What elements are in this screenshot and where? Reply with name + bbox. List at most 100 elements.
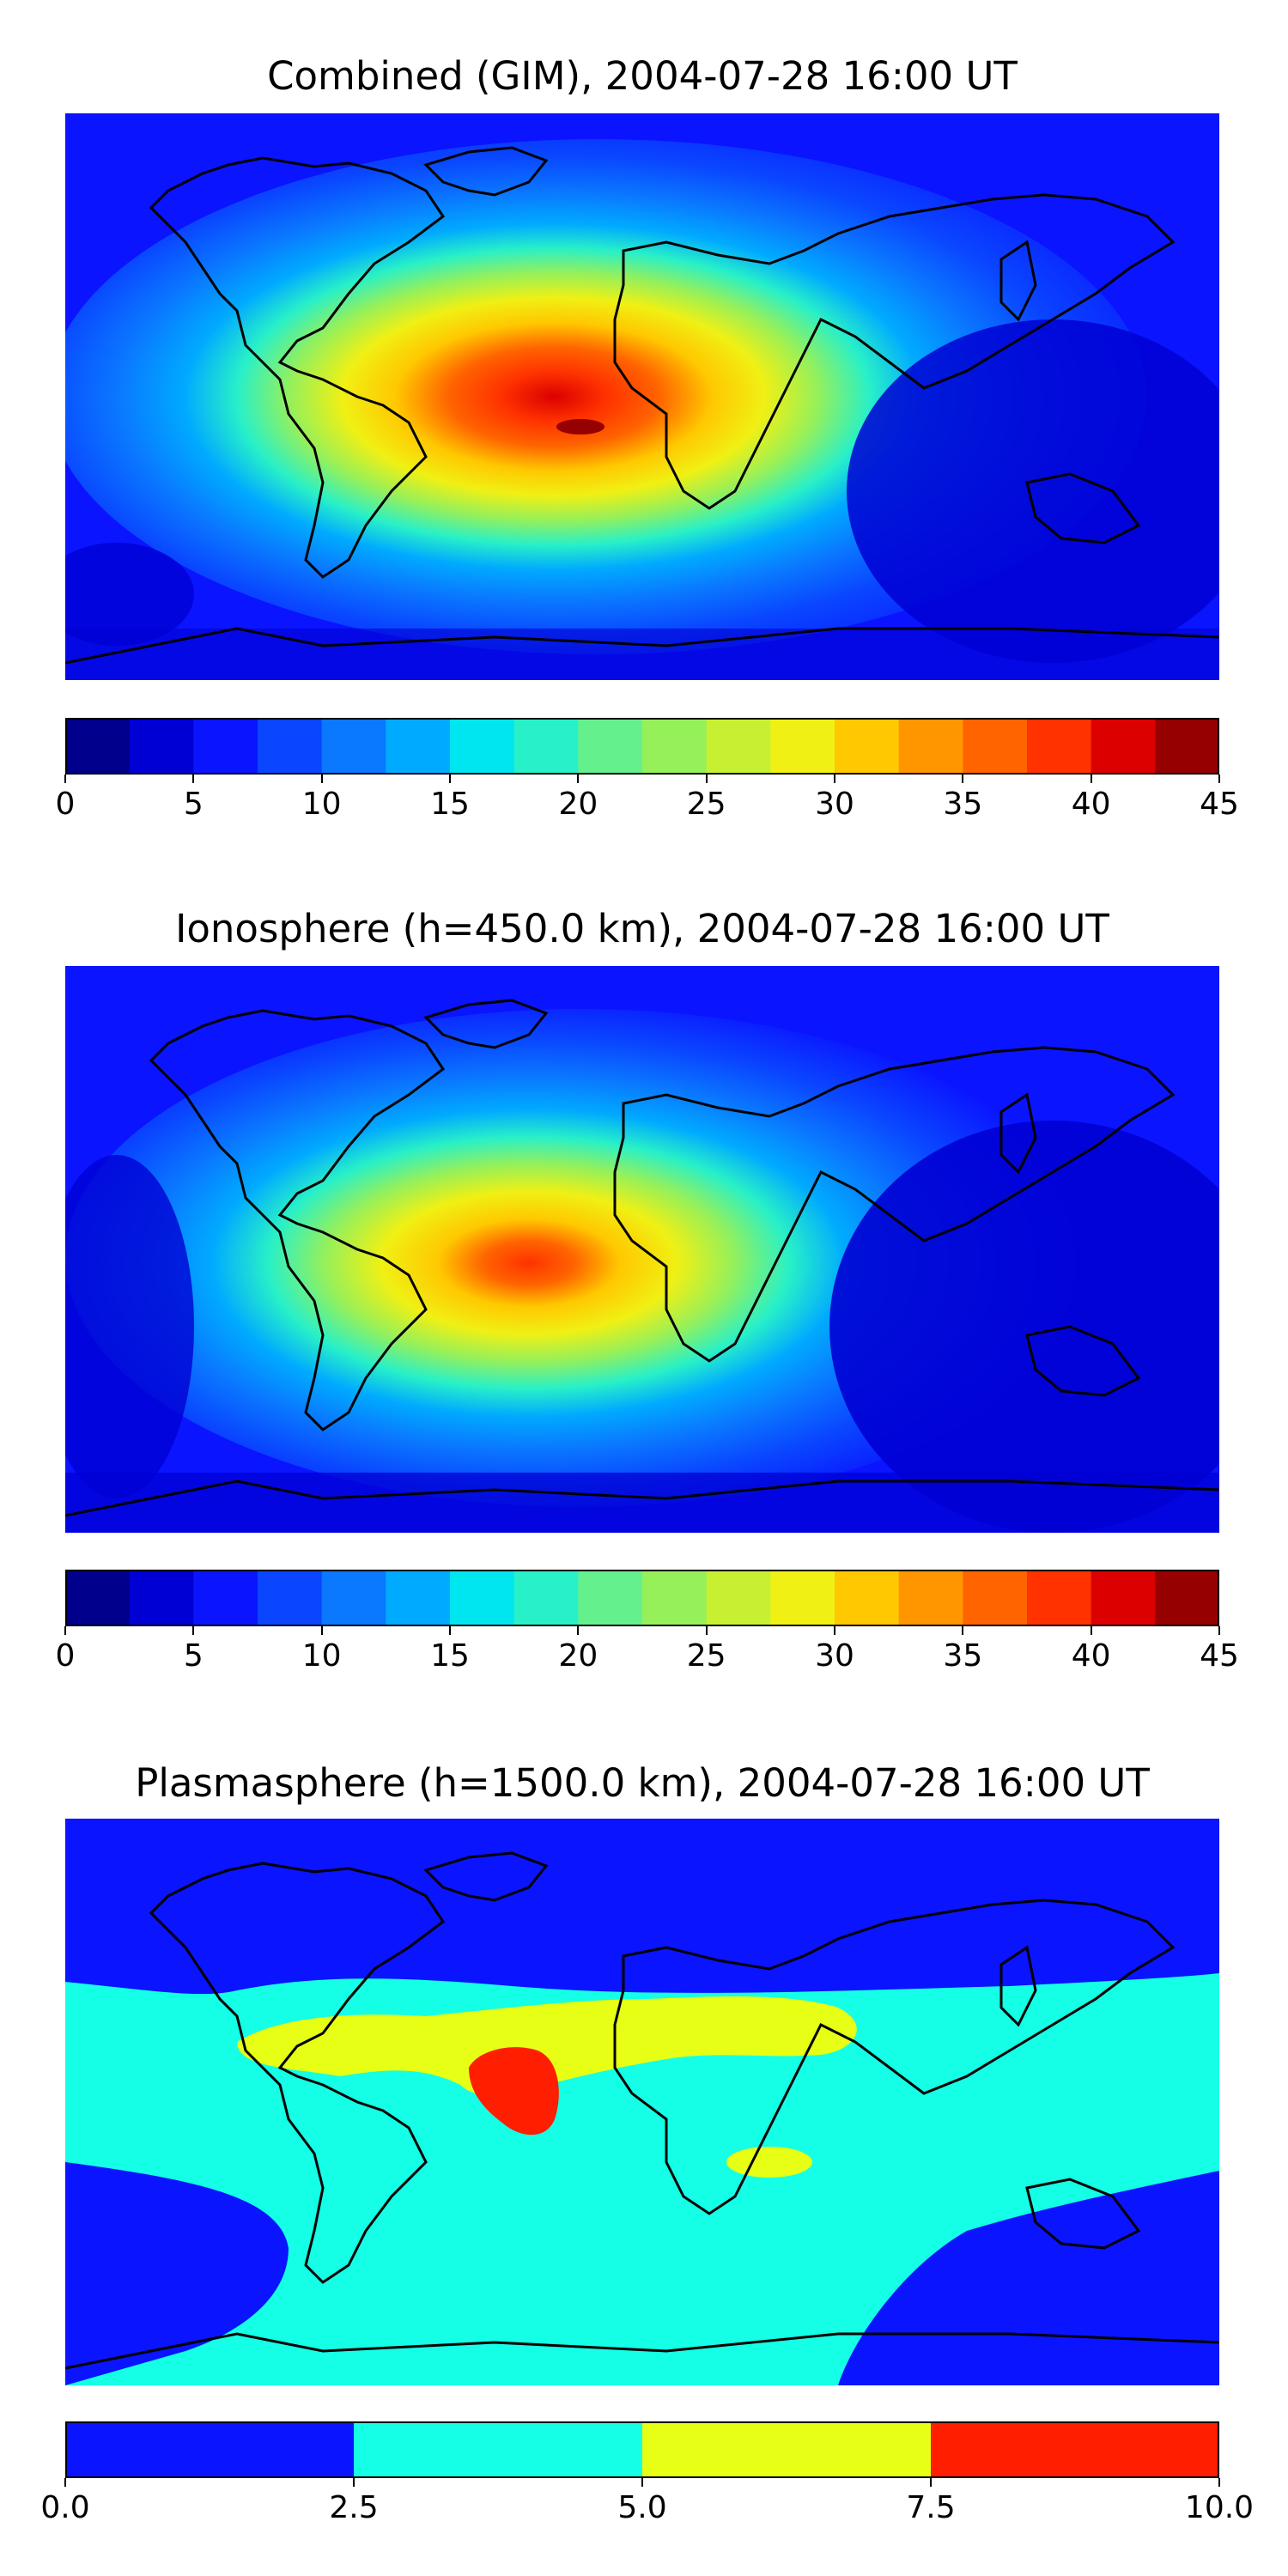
- colorbar-tick-label: 0: [55, 1638, 76, 1674]
- colorbar-tick-mark: [192, 775, 195, 783]
- colorbar-tick-label: 30: [815, 1638, 854, 1674]
- colorbar-band: [386, 718, 451, 775]
- contour-7.5-10: [469, 2047, 559, 2136]
- colorbar-tick-label: 30: [815, 787, 854, 822]
- colorbar-tick-mark: [1218, 1626, 1220, 1635]
- colorbar-band: [1091, 718, 1156, 775]
- colorbar-tick-label: 0.0: [40, 2490, 90, 2525]
- colorbar-tick-label: 7.5: [906, 2490, 956, 2525]
- colorbar-tick-label: 20: [558, 787, 598, 822]
- colorbar-tick-mark: [320, 1626, 323, 1635]
- colorbar-band: [578, 1570, 643, 1626]
- colorbar-tick-label: 20: [558, 1638, 598, 1674]
- colorbar-band: [642, 2421, 932, 2478]
- colorbar-tick-label: 10.0: [1184, 2490, 1255, 2525]
- colorbar-tick-mark: [705, 775, 708, 783]
- colorbar-tick-label: 40: [1071, 1638, 1111, 1674]
- colorbar-band: [963, 1570, 1028, 1626]
- colorbar-outline: [65, 718, 1219, 775]
- panel-2-title: Ionosphere (h=450.0 km), 2004-07-28 16:0…: [175, 906, 1109, 951]
- colorbar-tick-mark: [1218, 2478, 1220, 2487]
- colorbar-tick-mark: [192, 1626, 195, 1635]
- colorbar-tick-mark: [705, 1626, 708, 1635]
- ionosphere-colorbar: [65, 1570, 1220, 1626]
- colorbar-tick-label: 10: [301, 787, 342, 822]
- tec-low-region-sw: [65, 543, 194, 646]
- colorbar-tick-label: 5.0: [617, 2490, 667, 2525]
- contour-5-7.5-south: [726, 2147, 812, 2178]
- colorbar-band: [129, 1570, 194, 1626]
- colorbar-tick-mark: [962, 1626, 964, 1635]
- colorbar-band: [898, 1570, 963, 1626]
- panel-1-title: Combined (GIM), 2004-07-28 16:00 UT: [267, 53, 1018, 99]
- tec-low-south: [65, 629, 1219, 680]
- colorbar-band: [642, 718, 708, 775]
- colorbar-band: [65, 2421, 355, 2478]
- colorbar-tick-mark: [834, 1626, 835, 1635]
- colorbar-band: [65, 718, 131, 775]
- colorbar-tick-mark: [64, 775, 66, 783]
- colorbar-tick-label: 0: [55, 787, 76, 822]
- colorbar-band: [513, 1570, 579, 1626]
- ionosphere-colorbar-bands: [65, 1570, 1220, 1626]
- colorbar-tick-mark: [1090, 1626, 1092, 1635]
- colorbar-band: [1155, 718, 1220, 775]
- colorbar-band: [450, 718, 515, 775]
- colorbar-tick-mark: [577, 775, 580, 783]
- colorbar-tick-label: 2.5: [329, 2490, 379, 2525]
- colorbar-tick-label: 25: [686, 1638, 726, 1674]
- colorbar-band: [321, 1570, 386, 1626]
- colorbar-tick-mark: [577, 1626, 580, 1635]
- combined-gim-map: [65, 113, 1219, 680]
- colorbar-band: [321, 718, 386, 775]
- plasmasphere-colorbar-bands: [65, 2421, 1220, 2478]
- colorbar-band: [258, 1570, 323, 1626]
- coastlines: [65, 146, 1219, 665]
- colorbar-band: [354, 2421, 643, 2478]
- colorbar-tick-mark: [64, 2478, 66, 2487]
- colorbar-band: [1027, 718, 1092, 775]
- contour-5-7.5: [237, 1996, 857, 2095]
- colorbar-band: [450, 1570, 515, 1626]
- colorbar-tick-mark: [834, 775, 835, 783]
- colorbar-tick-label: 40: [1071, 787, 1111, 822]
- contour-2.5-5: [65, 1973, 1219, 2385]
- tec-low-region: [847, 319, 1219, 663]
- colorbar-band: [1027, 1570, 1092, 1626]
- colorbar-tick-label: 15: [430, 787, 470, 822]
- colorbar-tick-mark: [1090, 775, 1092, 783]
- colorbar-tick-label: 45: [1200, 787, 1239, 822]
- colorbar-band: [1091, 1570, 1156, 1626]
- plasmasphere-map: [65, 1819, 1219, 2385]
- colorbar-tick-label: 35: [943, 787, 983, 822]
- colorbar-tick-mark: [449, 775, 451, 783]
- combined-colorbar-bands: [65, 718, 1220, 775]
- colorbar-band: [513, 718, 579, 775]
- tec-peak: [556, 419, 605, 434]
- colorbar-band: [386, 1570, 451, 1626]
- colorbar-band: [898, 718, 963, 775]
- colorbar-band: [835, 1570, 900, 1626]
- colorbar-band: [835, 718, 900, 775]
- colorbar-tick-label: 15: [430, 1638, 470, 1674]
- combined-colorbar: [65, 718, 1220, 775]
- colorbar-band: [770, 718, 835, 775]
- colorbar-tick-label: 5: [183, 787, 204, 822]
- colorbar-tick-label: 25: [686, 787, 726, 822]
- colorbar-tick-mark: [64, 1626, 66, 1635]
- colorbar-outline: [65, 1570, 1219, 1626]
- colorbar-band: [578, 718, 643, 775]
- colorbar-band: [129, 718, 194, 775]
- colorbar-band: [258, 718, 323, 775]
- colorbar-tick-mark: [449, 1626, 451, 1635]
- colorbar-tick-label: 45: [1200, 1638, 1239, 1674]
- colorbar-tick-label: 10: [301, 1638, 342, 1674]
- tec-low-region-w: [65, 1155, 194, 1498]
- colorbar-outline: [65, 2421, 1219, 2478]
- colorbar-band: [193, 718, 258, 775]
- colorbar-band: [1155, 1570, 1220, 1626]
- tec-low-region: [829, 1121, 1219, 1533]
- colorbar-tick-mark: [320, 775, 323, 783]
- coastlines: [65, 999, 1219, 1517]
- panel-3-title: Plasmasphere (h=1500.0 km), 2004-07-28 1…: [135, 1760, 1150, 1806]
